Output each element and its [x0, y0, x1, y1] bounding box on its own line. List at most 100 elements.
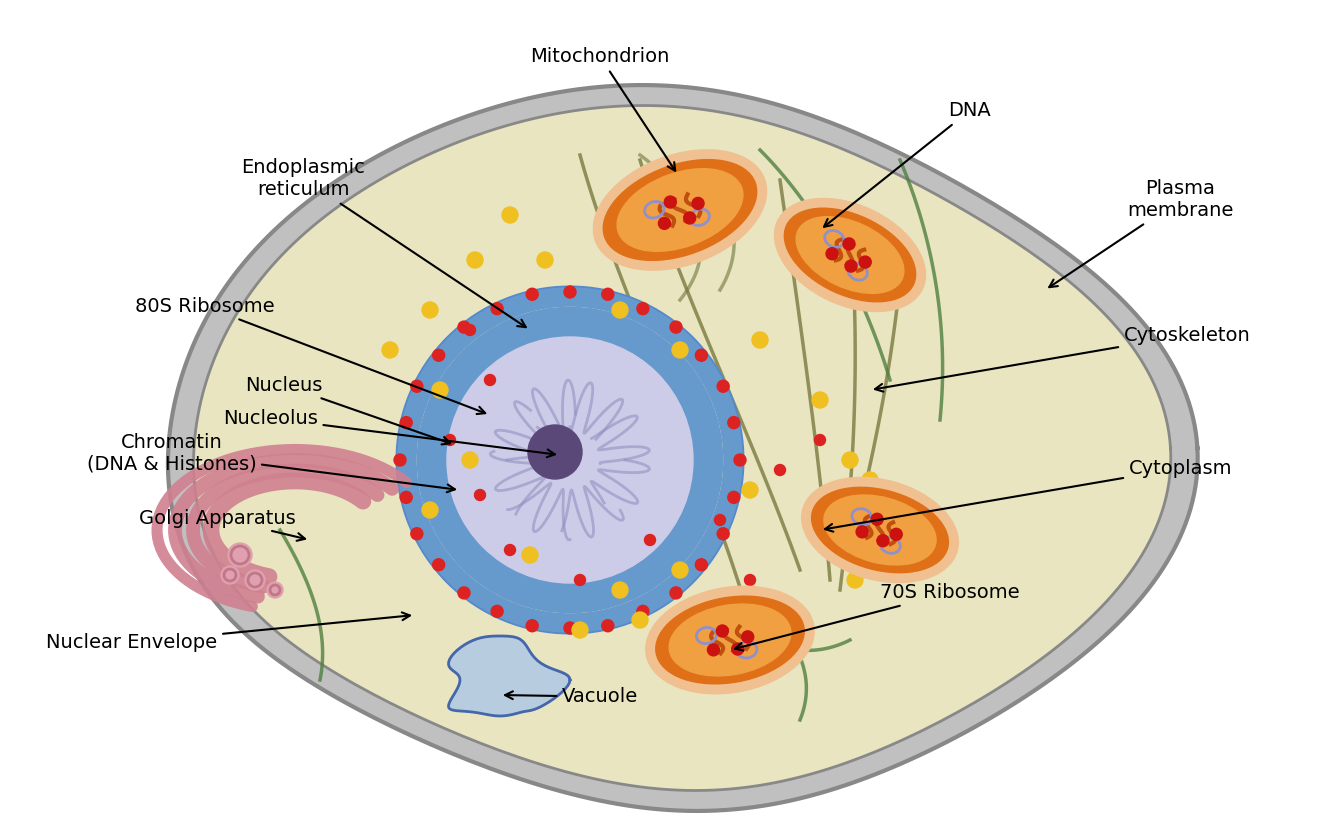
Circle shape — [433, 382, 448, 398]
Text: Cytoplasm: Cytoplasm — [824, 459, 1232, 532]
Text: Mitochondrion: Mitochondrion — [530, 47, 675, 170]
Circle shape — [612, 302, 628, 318]
Circle shape — [266, 582, 284, 598]
Ellipse shape — [774, 199, 926, 312]
Circle shape — [637, 605, 649, 617]
Ellipse shape — [785, 209, 915, 302]
Circle shape — [491, 605, 503, 617]
Circle shape — [843, 238, 855, 250]
Circle shape — [744, 574, 756, 586]
Circle shape — [842, 452, 857, 468]
Circle shape — [733, 454, 747, 466]
Circle shape — [815, 435, 826, 445]
Circle shape — [383, 342, 398, 358]
Circle shape — [572, 622, 588, 638]
Text: Cytoskeleton: Cytoskeleton — [874, 326, 1250, 391]
Ellipse shape — [824, 495, 936, 565]
Ellipse shape — [646, 586, 814, 694]
Circle shape — [528, 422, 583, 478]
Circle shape — [410, 528, 423, 540]
Circle shape — [612, 582, 628, 598]
Circle shape — [565, 622, 576, 634]
Circle shape — [445, 335, 695, 585]
Text: Endoplasmic
reticulum: Endoplasmic reticulum — [241, 158, 526, 327]
Text: DNA: DNA — [824, 101, 991, 227]
Polygon shape — [448, 636, 570, 716]
Circle shape — [877, 534, 889, 547]
Circle shape — [422, 312, 718, 608]
Circle shape — [718, 528, 729, 540]
Circle shape — [410, 381, 423, 392]
Circle shape — [813, 392, 828, 408]
Circle shape — [665, 196, 677, 208]
Circle shape — [433, 349, 445, 361]
Circle shape — [658, 218, 670, 229]
Text: Golgi Apparatus: Golgi Apparatus — [140, 509, 305, 541]
Circle shape — [645, 534, 656, 545]
Ellipse shape — [617, 169, 743, 251]
Circle shape — [822, 522, 838, 538]
Text: Plasma
membrane: Plasma membrane — [1049, 179, 1233, 288]
Circle shape — [475, 489, 485, 500]
Circle shape — [503, 207, 518, 223]
Circle shape — [484, 375, 496, 386]
Circle shape — [601, 620, 613, 632]
Circle shape — [228, 543, 252, 567]
Ellipse shape — [603, 160, 757, 260]
Circle shape — [458, 321, 470, 333]
Circle shape — [526, 620, 538, 632]
Circle shape — [245, 570, 265, 590]
Circle shape — [565, 286, 576, 298]
Circle shape — [670, 321, 682, 333]
Circle shape — [422, 302, 438, 318]
Circle shape — [400, 491, 413, 504]
Circle shape — [718, 381, 729, 392]
Ellipse shape — [797, 217, 904, 293]
Circle shape — [430, 320, 710, 600]
Circle shape — [859, 256, 872, 268]
Circle shape — [433, 322, 708, 598]
Circle shape — [695, 558, 707, 571]
Circle shape — [445, 435, 455, 445]
Circle shape — [743, 482, 758, 498]
Circle shape — [575, 574, 586, 586]
Circle shape — [537, 252, 553, 268]
Circle shape — [716, 625, 728, 637]
Ellipse shape — [656, 596, 805, 684]
Circle shape — [522, 547, 538, 563]
Polygon shape — [194, 106, 1171, 790]
Circle shape — [504, 544, 516, 555]
Text: Chromatin
(DNA & Histones): Chromatin (DNA & Histones) — [87, 432, 455, 492]
Circle shape — [443, 333, 696, 587]
Circle shape — [863, 472, 878, 488]
Circle shape — [394, 454, 406, 466]
Circle shape — [491, 302, 503, 315]
Circle shape — [782, 602, 798, 618]
Circle shape — [670, 587, 682, 599]
Text: 70S Ribosome: 70S Ribosome — [735, 583, 1020, 651]
Circle shape — [528, 425, 582, 479]
Circle shape — [871, 514, 884, 525]
Circle shape — [824, 494, 835, 505]
Circle shape — [890, 529, 902, 540]
Circle shape — [728, 491, 740, 504]
Text: Nuclear Envelope: Nuclear Envelope — [46, 612, 410, 652]
Circle shape — [526, 288, 538, 300]
Text: Vacuole: Vacuole — [505, 687, 638, 706]
Circle shape — [715, 514, 725, 525]
Circle shape — [464, 324, 476, 336]
Circle shape — [695, 349, 707, 361]
Circle shape — [400, 416, 413, 429]
Text: 80S Ribosome: 80S Ribosome — [135, 297, 485, 414]
Circle shape — [692, 198, 704, 209]
Circle shape — [707, 644, 719, 656]
Circle shape — [414, 304, 725, 616]
Circle shape — [845, 260, 857, 272]
Circle shape — [447, 337, 692, 583]
Text: Nucleolus: Nucleolus — [223, 409, 555, 457]
Ellipse shape — [669, 604, 791, 676]
Circle shape — [683, 212, 695, 224]
Ellipse shape — [811, 487, 948, 573]
Circle shape — [632, 612, 648, 628]
Polygon shape — [168, 85, 1198, 811]
